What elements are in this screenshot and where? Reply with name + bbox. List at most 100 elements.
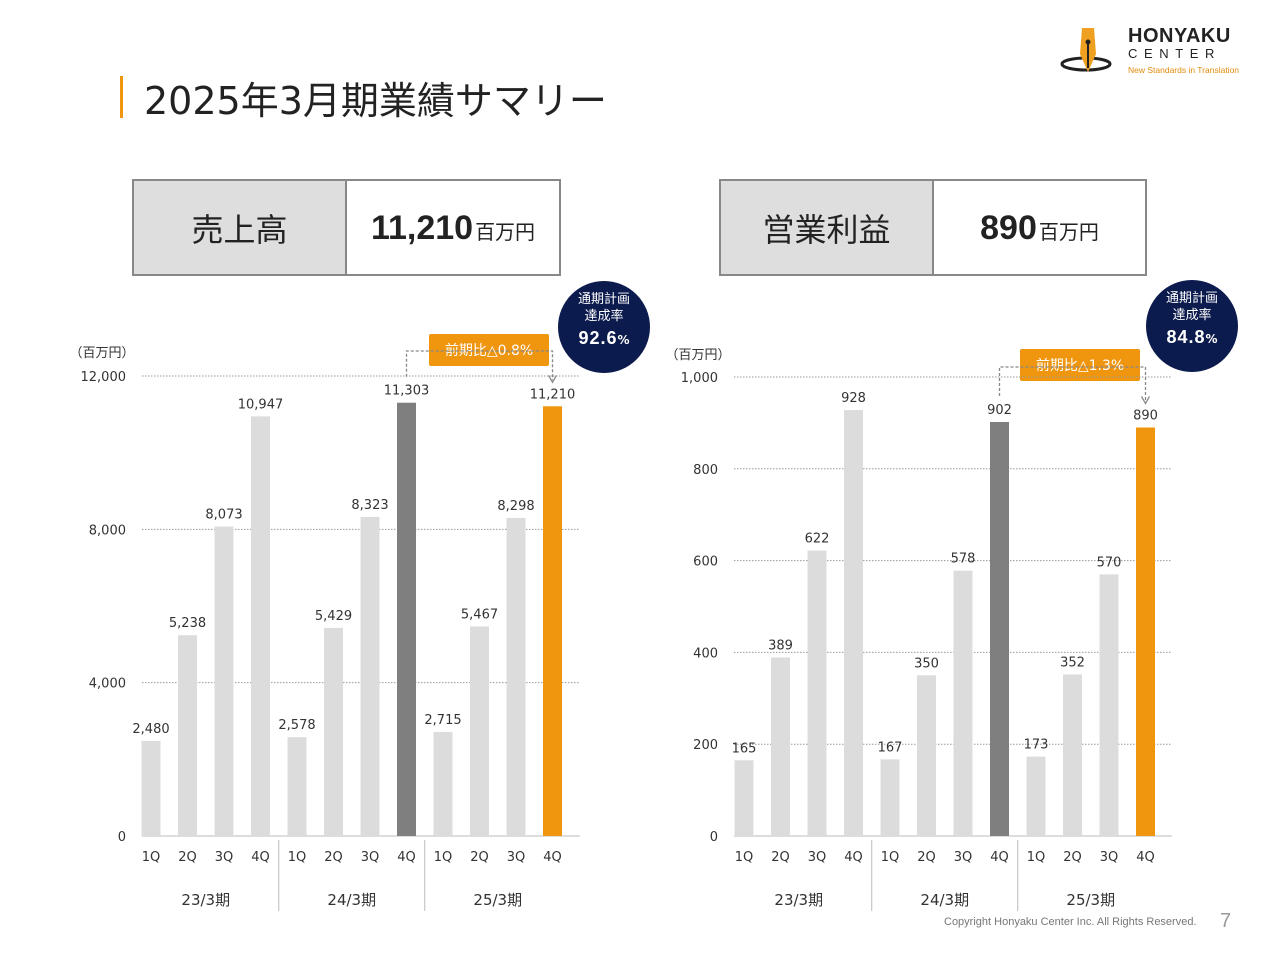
bar-23/3期-1Q — [734, 760, 754, 836]
data-label: 165 — [732, 741, 757, 756]
y-tick-label: 4,000 — [89, 677, 126, 692]
quarter-label: 3Q — [215, 850, 234, 865]
bar-23/3期-1Q — [141, 740, 161, 836]
fiscal-year-label: 23/3期 — [181, 891, 230, 909]
quarter-label: 4Q — [397, 850, 416, 865]
sales-kpi-label: 売上高 — [134, 181, 347, 274]
bar-24/3期-4Q — [397, 402, 416, 836]
data-label: 173 — [1024, 738, 1049, 753]
quarter-label: 1Q — [1027, 850, 1046, 865]
bar-25/3期-4Q — [1136, 427, 1155, 836]
profit-kpi-box: 営業利益 890 百万円 — [719, 179, 1147, 276]
quarter-label: 4Q — [251, 850, 270, 865]
y-axis-unit-label: （百万円） — [69, 346, 134, 361]
profit-achievement-badge: 通期計画 達成率 84.8% — [1146, 280, 1238, 372]
data-label: 11,303 — [384, 384, 430, 399]
quarter-label: 2Q — [771, 850, 790, 865]
quarter-label: 2Q — [917, 850, 936, 865]
data-label: 352 — [1060, 655, 1085, 670]
quarter-label: 2Q — [1063, 850, 1082, 865]
data-label: 389 — [768, 638, 793, 653]
bar-25/3期-2Q — [1063, 674, 1082, 836]
profit-rate-value: 84.8 — [1166, 327, 1206, 347]
yoy-comparison-arrow — [405, 350, 554, 381]
quarter-label: 1Q — [288, 850, 307, 865]
bar-23/3期-2Q — [178, 635, 197, 836]
data-label: 2,715 — [424, 713, 461, 728]
yoy-comparison-arrow — [998, 366, 1147, 402]
logo-sub: CENTER — [1128, 46, 1222, 61]
sales-rate-pct: % — [617, 333, 630, 347]
arrow-head-icon — [547, 374, 558, 384]
bar-24/3期-2Q — [324, 627, 343, 836]
data-label: 928 — [841, 391, 866, 406]
profit-rate-label-1: 通期計画 — [1165, 291, 1218, 306]
arrow-head-icon — [1140, 396, 1151, 405]
quarter-label: 1Q — [735, 850, 754, 865]
y-tick-label: 1,000 — [681, 371, 718, 386]
fountain-pen-logo-icon — [1060, 28, 1112, 72]
y-tick-label: 800 — [693, 463, 718, 478]
sales-kpi-box: 売上高 11,210 百万円 — [132, 179, 561, 276]
data-label: 5,238 — [169, 616, 206, 631]
sales-kpi-unit: 百万円 — [475, 220, 536, 244]
quarter-label: 3Q — [1100, 850, 1119, 865]
quarter-label: 3Q — [361, 850, 380, 865]
logo-tagline: New Standards in Translation — [1128, 65, 1240, 75]
bar-23/3期-4Q — [844, 410, 863, 836]
bar-25/3期-4Q — [543, 406, 562, 836]
sales-rate-label-1: 通期計画 — [577, 292, 630, 307]
bar-24/3期-1Q — [880, 759, 900, 836]
fiscal-year-label: 24/3期 — [920, 891, 969, 909]
y-tick-label: 0 — [710, 830, 718, 845]
profit-rate-pct: % — [1205, 332, 1218, 346]
data-label: 622 — [805, 532, 830, 547]
y-tick-label: 0 — [118, 830, 126, 845]
profit-kpi-label: 営業利益 — [721, 181, 934, 274]
page-number: 7 — [1220, 910, 1232, 932]
bar-23/3期-3Q — [214, 526, 234, 836]
data-label: 570 — [1097, 555, 1122, 570]
quarter-label: 4Q — [844, 850, 863, 865]
quarter-label: 3Q — [954, 850, 973, 865]
sales-rate-value: 92.6 — [578, 328, 618, 348]
y-tick-label: 12,000 — [81, 370, 127, 385]
sales-kpi-value: 11,210 — [370, 209, 474, 247]
bar-24/3期-1Q — [287, 737, 307, 836]
title-accent-bar — [120, 76, 123, 118]
copyright-text: Copyright Honyaku Center Inc. All Rights… — [944, 916, 1197, 928]
bar-25/3期-3Q — [506, 517, 526, 836]
quarter-label: 3Q — [808, 850, 827, 865]
sales-achievement-badge: 通期計画 達成率 92.6% — [558, 281, 650, 373]
y-tick-label: 600 — [693, 555, 718, 570]
y-axis-unit-label: （百万円） — [665, 348, 730, 363]
y-tick-label: 200 — [693, 738, 718, 753]
y-tick-label: 400 — [693, 646, 718, 661]
sales-kpi-value-wrap: 11,210 百万円 — [347, 181, 559, 274]
data-label: 2,480 — [132, 722, 169, 737]
logo-name: HONYAKU — [1128, 25, 1231, 47]
bar-25/3期-3Q — [1099, 574, 1119, 836]
sales-yoy-badge: 前期比△0.8% — [429, 334, 549, 366]
quarter-label: 3Q — [507, 850, 526, 865]
page-title: 2025年3月期業績サマリー — [144, 79, 607, 123]
fiscal-year-label: 25/3期 — [473, 891, 522, 909]
quarter-label: 2Q — [470, 850, 489, 865]
sales-bar-chart: （百万円） 0 4,000 8,000 12,000 2,480 1Q 5,238 2Q 8,07… — [69, 346, 580, 911]
operating-profit-bar-chart: （百万円） 0 200 400 600 800 1,000 165 1Q 389 2Q 622 3Q 92… — [665, 348, 1172, 911]
company-logo: HONYAKU CENTER New Standards in Translat… — [1060, 24, 1250, 80]
data-label: 8,298 — [497, 499, 534, 514]
bar-24/3期-4Q — [990, 421, 1009, 836]
quarter-label: 1Q — [881, 850, 900, 865]
bar-23/3期-4Q — [251, 416, 270, 836]
y-tick-label: 8,000 — [89, 523, 126, 538]
profit-kpi-unit: 百万円 — [1038, 220, 1099, 244]
quarter-label: 1Q — [434, 850, 453, 865]
quarter-label: 2Q — [324, 850, 343, 865]
quarter-label: 4Q — [543, 850, 562, 865]
data-label: 11,210 — [530, 387, 576, 402]
profit-kpi-value-wrap: 890 百万円 — [934, 181, 1145, 274]
data-label: 2,578 — [278, 718, 315, 733]
quarter-label: 4Q — [990, 850, 1009, 865]
data-label: 5,429 — [315, 609, 352, 624]
